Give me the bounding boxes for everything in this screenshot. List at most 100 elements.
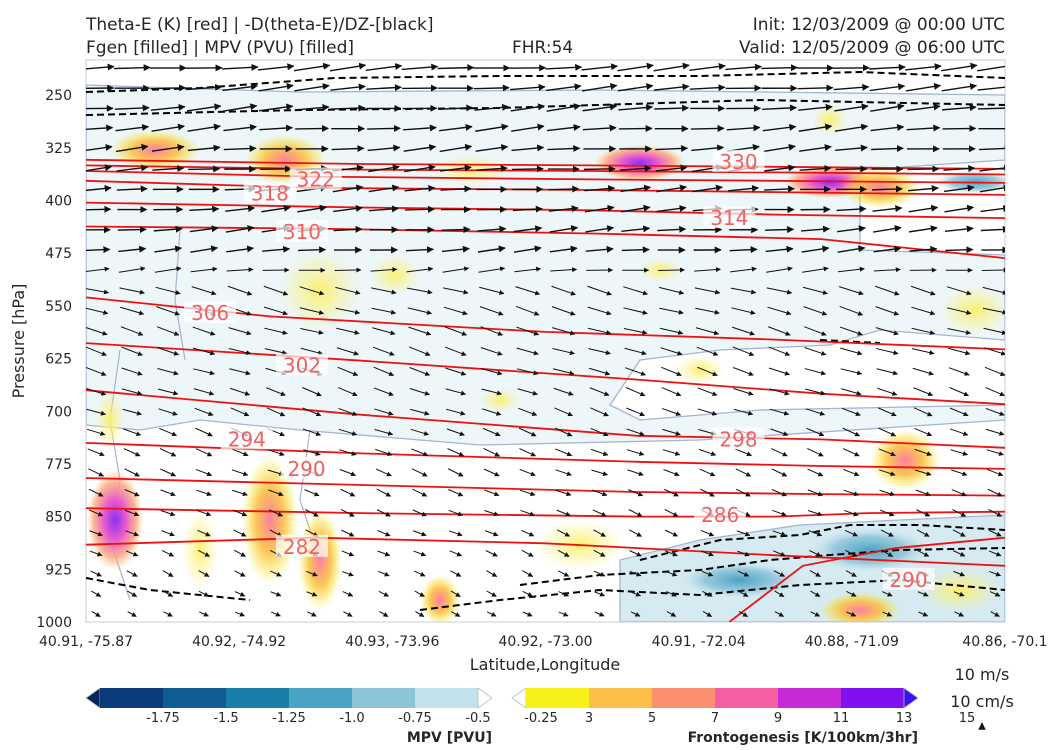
wind-vector [801, 245, 830, 253]
fgen-blob [370, 255, 420, 295]
wind-vector [486, 611, 497, 617]
y-tick-label: 400 [45, 194, 72, 210]
wind-vector [662, 428, 681, 436]
colorbar-tick-label: 13 [896, 711, 913, 726]
wind-vector [377, 550, 391, 557]
wind-vector [989, 591, 1001, 597]
wind-vector [444, 326, 468, 336]
wind-vector [513, 245, 542, 253]
wind-vector [375, 468, 392, 477]
wind-vector [658, 286, 685, 295]
wind-vector [726, 124, 761, 132]
wind-vector [810, 590, 821, 597]
wind-vector [630, 591, 641, 597]
wind-vector [477, 245, 506, 253]
wind-vector [222, 83, 258, 92]
wind-vector [410, 408, 430, 416]
wind-vector [223, 123, 257, 132]
x-tick-label: 40.92, -74.92 [192, 634, 286, 650]
wind-vector [552, 327, 576, 336]
wind-vector [979, 164, 1005, 172]
theta-e-label: 318 [251, 181, 289, 205]
wind-vector [845, 549, 858, 557]
colorbar-tick-label: -1.25 [272, 711, 306, 726]
wind-vector [369, 205, 399, 213]
wind-vector [583, 165, 616, 173]
wind-vector [511, 165, 544, 173]
wind-vector [482, 408, 502, 416]
wind-vector [373, 366, 395, 377]
wind-vector [629, 550, 642, 557]
theta-e-label-bg [280, 456, 333, 479]
wind-vector [660, 347, 683, 356]
wind-vector [229, 387, 251, 396]
wind-vector [733, 367, 754, 376]
wind-vector [836, 205, 867, 213]
theta-e-label-bg [694, 503, 747, 526]
wind-vector [297, 204, 327, 213]
colorbar-segment [841, 688, 905, 708]
wind-vector [450, 611, 461, 617]
wind-vector [299, 286, 325, 296]
wind-vector [302, 387, 322, 397]
wind-vector [842, 448, 860, 457]
wind-vector [376, 488, 392, 497]
wind-vector [988, 550, 1002, 557]
wind-vector [263, 285, 289, 296]
wind-vector [403, 124, 437, 132]
wind-vector [689, 63, 726, 72]
wind-vector [659, 327, 684, 335]
x-tick-label: 40.91, -75.87 [39, 634, 133, 650]
wind-vector [124, 468, 140, 477]
wind-vector [799, 164, 832, 172]
wind-vector [952, 550, 966, 557]
wind-vector [116, 164, 149, 172]
wind-vector [86, 144, 113, 152]
wind-vector [122, 408, 142, 416]
wind-vector [414, 590, 425, 597]
wind-vector [409, 367, 431, 376]
wind-vector [591, 469, 608, 476]
wind-vector [449, 550, 462, 557]
wind-vector [986, 449, 1004, 456]
fgen-blob [820, 592, 900, 622]
wind-vector [404, 184, 436, 192]
wind-vector [593, 529, 606, 537]
wind-vector [698, 448, 717, 456]
wind-vector [840, 347, 863, 356]
wind-vector [695, 307, 720, 315]
wind-vector [737, 570, 750, 577]
wind-vector [226, 245, 255, 253]
wind-vector [554, 427, 573, 437]
wind-vector [126, 590, 138, 598]
theta-e-contour-310 [86, 225, 1005, 259]
wind-vector [448, 489, 464, 497]
wind-vector [199, 611, 209, 617]
wind-vector [339, 449, 357, 456]
colorbar-tick-label: 5 [648, 711, 656, 726]
wind-vector [159, 427, 177, 437]
wind-vector [330, 83, 366, 91]
wind-vector [626, 428, 645, 436]
wind-vector [911, 348, 935, 356]
wind-vector [155, 286, 181, 295]
wind-vector [773, 550, 786, 557]
colorbar-tick-label: 11 [833, 711, 850, 726]
wind-vector [730, 266, 757, 273]
wind-vector [448, 509, 464, 517]
theta-e-label: 290 [889, 568, 927, 592]
wind-vector [86, 184, 112, 192]
wind-vector [987, 488, 1003, 497]
wind-vector [947, 327, 972, 335]
wind-vector [439, 143, 473, 153]
wind-vector [774, 611, 785, 617]
wind-vector [231, 448, 249, 457]
wind-vector [733, 388, 754, 396]
wind-vector [879, 489, 896, 497]
wind-vector [341, 529, 355, 537]
wind-vector [772, 530, 787, 537]
y-tick-label: 325 [45, 141, 72, 157]
wind-vector [623, 327, 648, 335]
wind-vector [871, 145, 904, 153]
wind-vector [875, 327, 899, 336]
